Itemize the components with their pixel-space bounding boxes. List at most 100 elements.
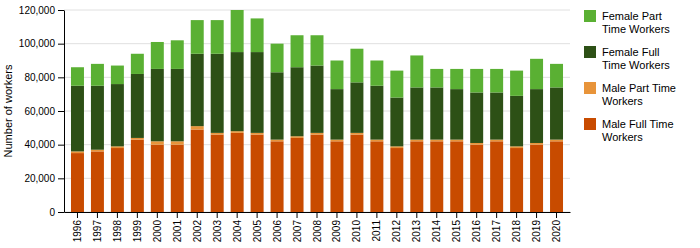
legend-item: Female PartTime Workers [584,10,670,35]
plot: 020,00040,00060,00080,000100,000120,0001… [19,5,571,243]
tick-label: 2003 [212,220,223,243]
bar [211,133,224,135]
bar [470,92,483,143]
legend-label-line: Female Part [602,10,662,22]
tick: 2013 [411,212,422,242]
bars [71,10,563,212]
tick-label: 2002 [192,220,203,243]
bar [251,18,264,52]
bar [430,69,443,88]
tick-mark [97,212,98,218]
legend-item: Male Full TimeWorkers [584,118,674,143]
legend-swatch [584,82,596,94]
bar [71,67,84,86]
bar [251,52,264,133]
tick-label: 2017 [491,220,502,243]
tick-label: 80,000 [24,72,55,83]
tick: 2011 [371,212,382,242]
bar [470,69,483,93]
bar [330,140,343,142]
tick: 2004 [232,212,243,242]
bar [151,141,164,144]
tick: 2005 [252,212,263,242]
bar [191,54,204,126]
tick: 2006 [272,212,283,242]
bar [550,64,563,88]
x-axis: 1996199719981999200020012002200320042005… [65,212,571,242]
bar [390,98,403,147]
bar [510,146,523,148]
tick-label: 2012 [391,220,402,243]
tick-label: 60,000 [24,106,55,117]
bar [111,84,124,146]
tick-mark [277,212,278,218]
tick: 60,000 [24,106,64,117]
tick-mark [356,212,357,218]
tick-label: 2009 [331,220,342,243]
tick-label: 2018 [511,220,522,243]
bar [131,138,144,140]
bar [91,64,104,86]
tick: 40,000 [24,139,64,150]
tick: 0 [49,207,64,218]
tick-label: 1997 [92,220,103,243]
tick: 2019 [531,212,542,242]
tick: 20,000 [24,173,64,184]
bar [550,87,563,139]
tick-mark [257,212,258,218]
tick-mark [58,10,64,11]
bar [510,71,523,96]
bar [311,35,324,65]
tick: 2000 [152,212,163,242]
bar [350,82,363,133]
bar [211,135,224,212]
series [71,130,563,212]
legend-label: Female FullTime Workers [602,46,670,71]
bar [370,61,383,86]
legend-label-line: Workers [602,131,643,143]
bar [231,133,244,212]
bar [171,141,184,144]
tick-mark [177,212,178,218]
tick-mark [297,212,298,218]
legend-label-line: Time Workers [602,59,670,71]
bar [470,143,483,145]
tick-label: 1998 [112,220,123,243]
axis-title: Number of workers [2,64,14,157]
bar [430,87,443,139]
legend-label: Female PartTime Workers [602,10,670,35]
bar [271,72,284,139]
tick-label: 2000 [152,220,163,243]
bar [410,140,423,142]
tick-mark [58,111,64,112]
tick-label: 2005 [252,220,263,243]
bar [191,126,204,129]
tick-label: 2011 [371,220,382,242]
tick-mark [496,212,497,218]
tick: 2008 [312,212,323,242]
bar [251,135,264,212]
tick-label: 120,000 [19,5,56,16]
series [71,52,563,151]
tick-mark [456,212,457,218]
bar [370,140,383,142]
tick: 2020 [551,212,562,242]
tick-mark [58,145,64,146]
tick-label: 2020 [551,220,562,243]
bar [211,54,224,133]
tick-label: 2016 [471,220,482,243]
tick-label: 2013 [411,220,422,243]
bar [530,145,543,212]
bar [490,141,503,212]
legend-label-line: Male Part Time [602,82,676,94]
bar [271,141,284,212]
tick-mark [476,212,477,218]
tick-label: 2004 [232,220,243,243]
bar [410,55,423,87]
bar [151,69,164,141]
legend-label: Male Full TimeWorkers [602,118,674,143]
bar [330,89,343,140]
tick-label: 40,000 [24,139,55,150]
legend-swatch [584,10,596,22]
tick: 1997 [92,212,103,242]
